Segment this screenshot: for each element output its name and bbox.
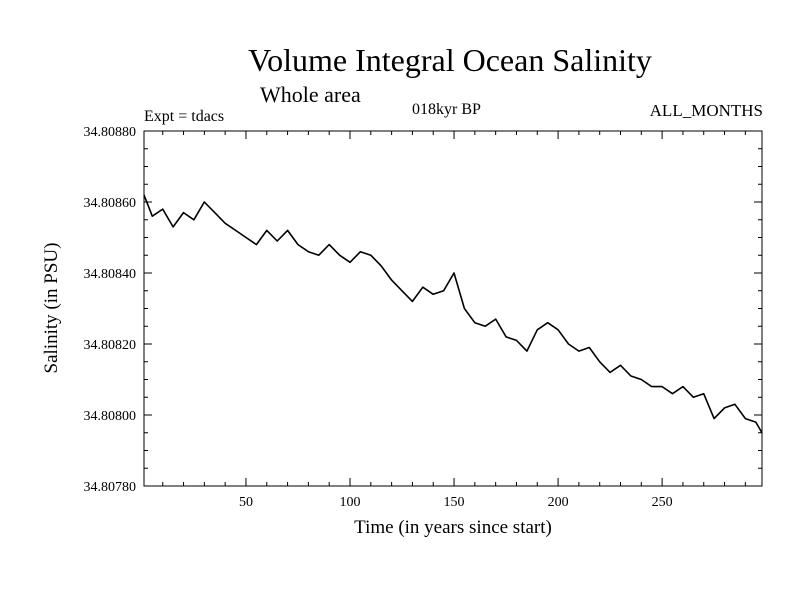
x-tick-label: 250: [652, 495, 673, 510]
chart-subtitle: Whole area: [260, 82, 361, 107]
y-tick-label: 34.80800: [84, 409, 137, 424]
x-tick-label: 200: [548, 495, 569, 510]
plot-frame: [143, 130, 763, 487]
chart-title: Volume Integral Ocean Salinity: [248, 42, 652, 78]
y-tick-label: 34.80820: [84, 338, 137, 353]
x-axis-label: Time (in years since start): [354, 517, 552, 538]
x-tick-label: 100: [340, 495, 361, 510]
y-tick-label: 34.80880: [84, 125, 137, 140]
y-tick-label: 34.80840: [84, 267, 137, 282]
months-label: ALL_MONTHS: [649, 101, 763, 120]
x-tick-label: 50: [239, 495, 253, 510]
y-tick-label: 34.80860: [84, 196, 137, 211]
period-label: 018kyr BP: [412, 101, 481, 118]
x-tick-label: 150: [444, 495, 465, 510]
experiment-label: Expt = tdacs: [144, 108, 225, 125]
y-tick-label: 34.80780: [84, 480, 137, 495]
salinity-series-line: [143, 194, 763, 434]
